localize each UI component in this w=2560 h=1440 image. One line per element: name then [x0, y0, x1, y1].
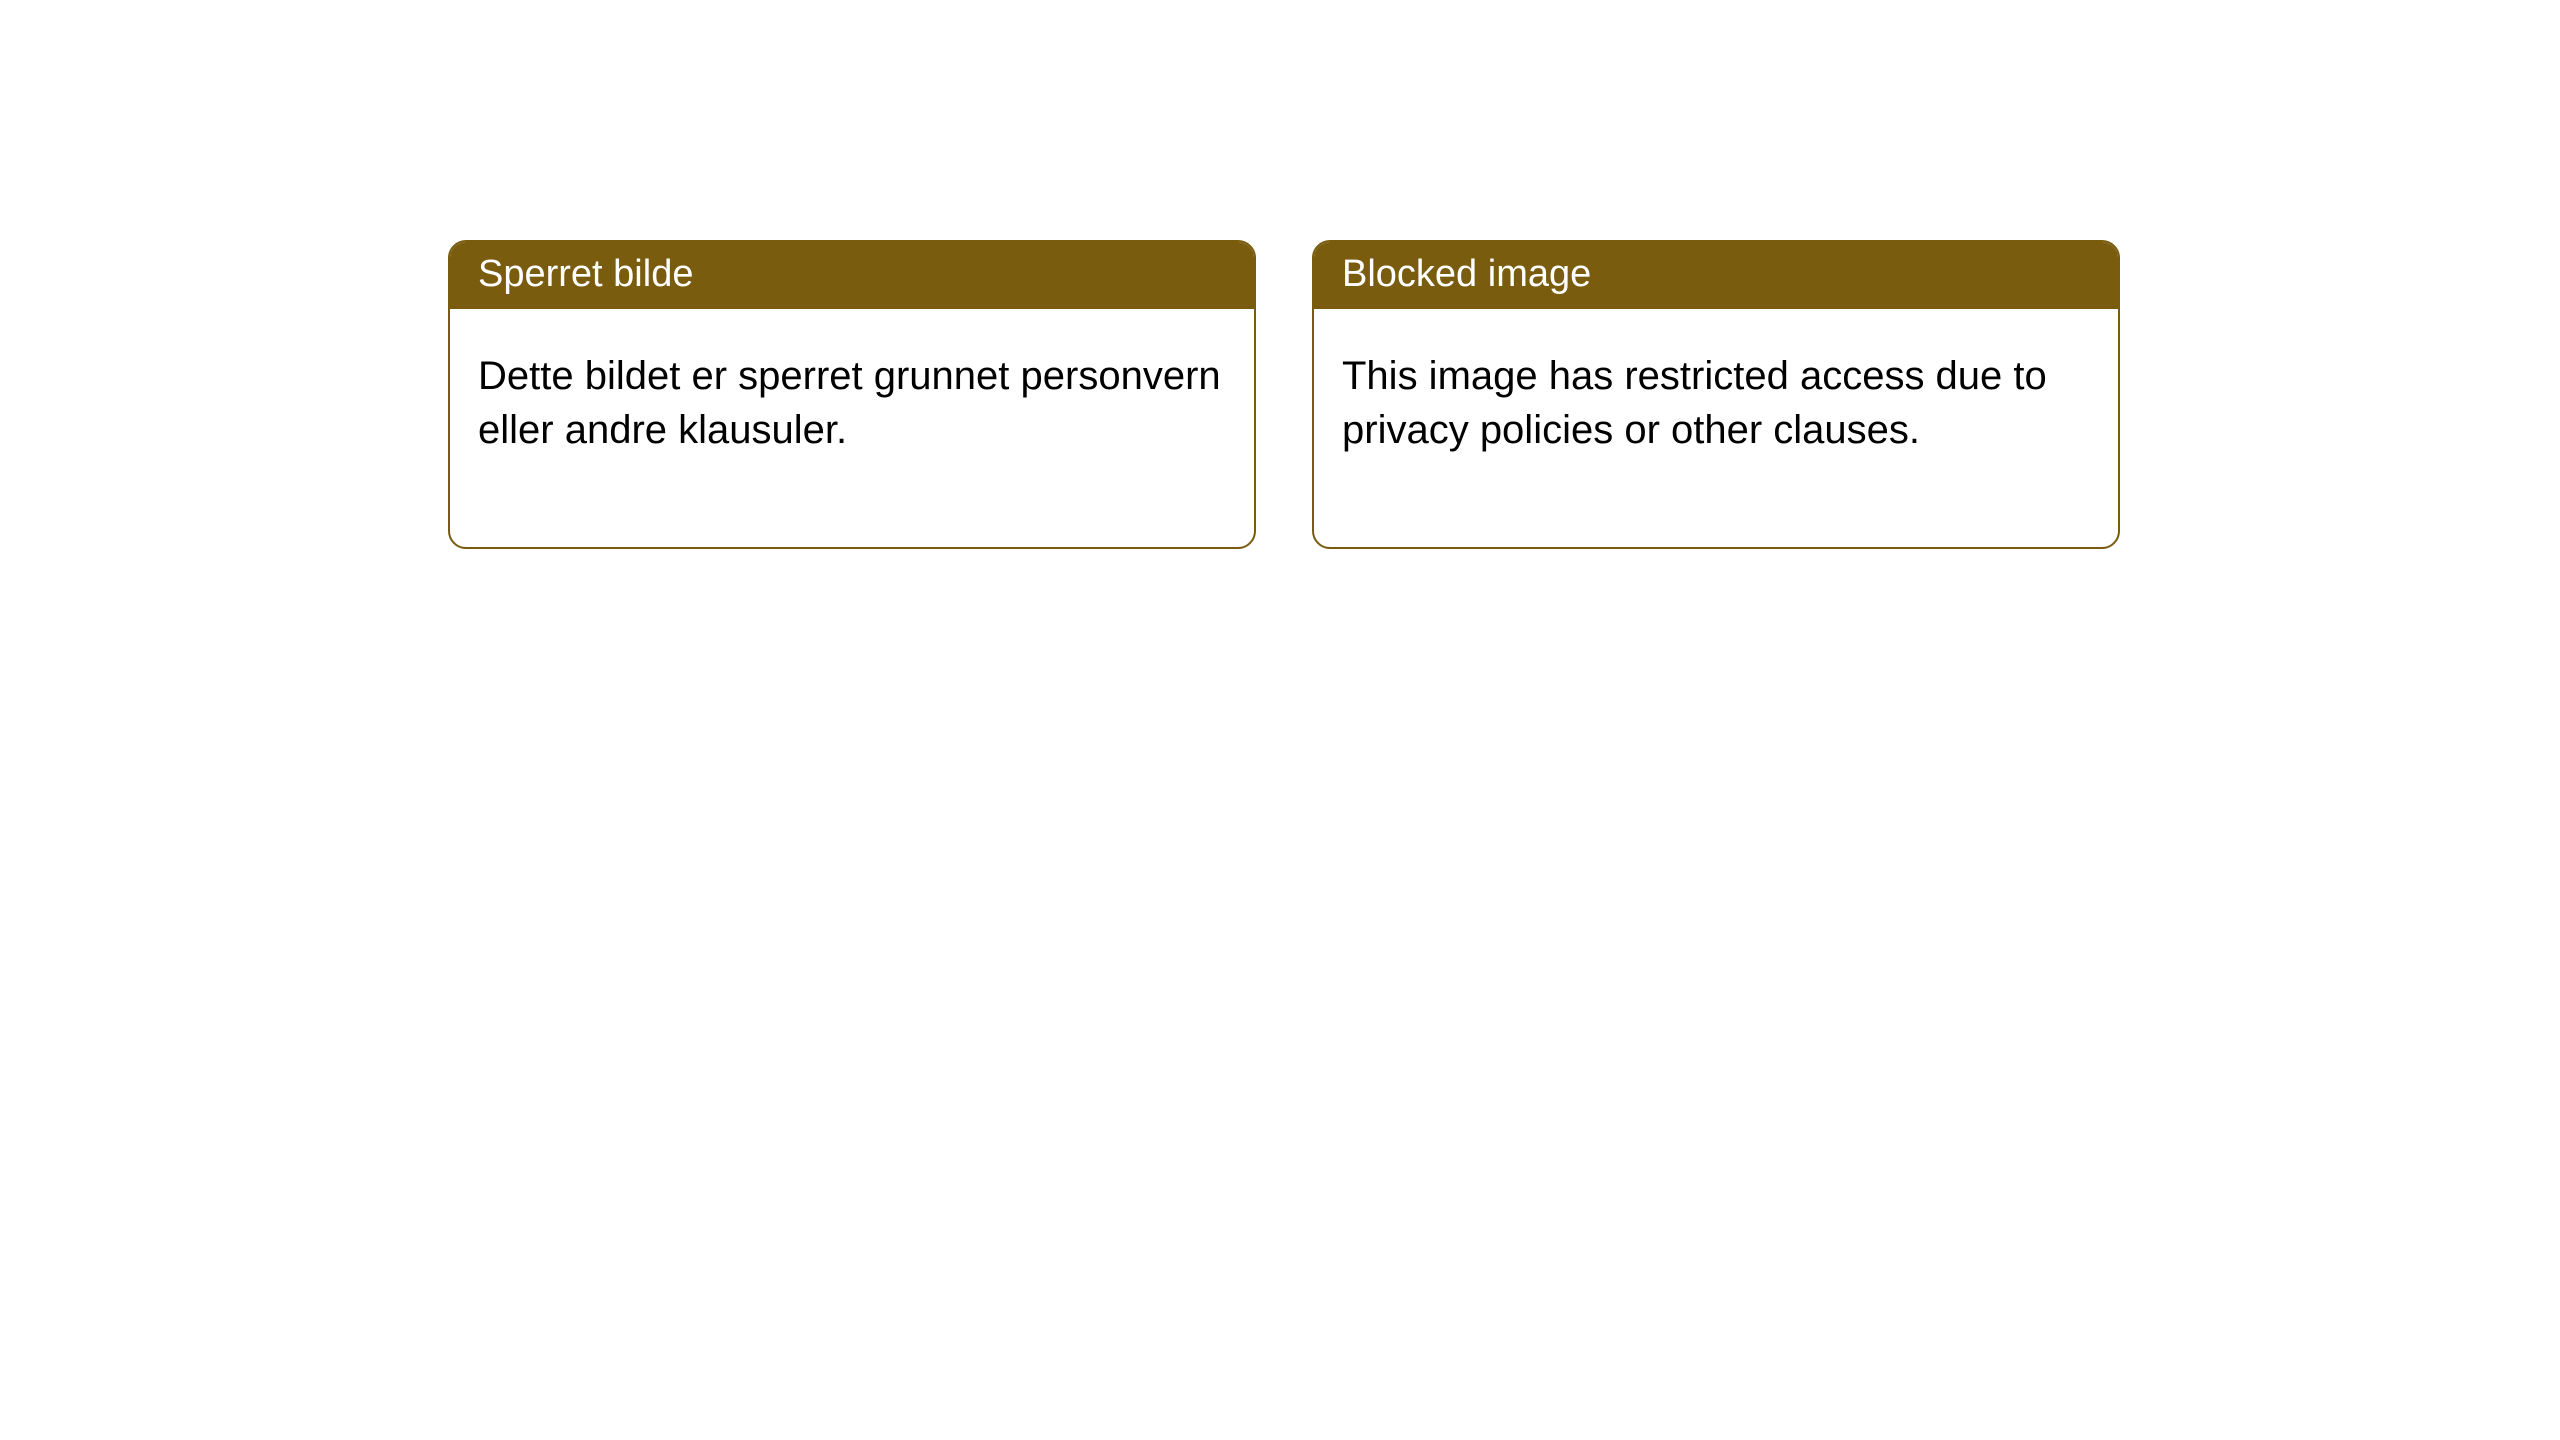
card-body-en: This image has restricted access due to …	[1314, 309, 2118, 547]
card-title-no: Sperret bilde	[478, 253, 693, 295]
card-header-en: Blocked image	[1314, 242, 2118, 309]
notice-container: Sperret bilde Dette bildet er sperret gr…	[0, 0, 2560, 549]
card-body-no: Dette bildet er sperret grunnet personve…	[450, 309, 1254, 547]
blocked-image-card-en: Blocked image This image has restricted …	[1312, 240, 2120, 549]
blocked-image-card-no: Sperret bilde Dette bildet er sperret gr…	[448, 240, 1256, 549]
card-title-en: Blocked image	[1342, 253, 1591, 295]
card-body-text-no: Dette bildet er sperret grunnet personve…	[478, 354, 1221, 452]
card-body-text-en: This image has restricted access due to …	[1342, 354, 2047, 452]
card-header-no: Sperret bilde	[450, 242, 1254, 309]
